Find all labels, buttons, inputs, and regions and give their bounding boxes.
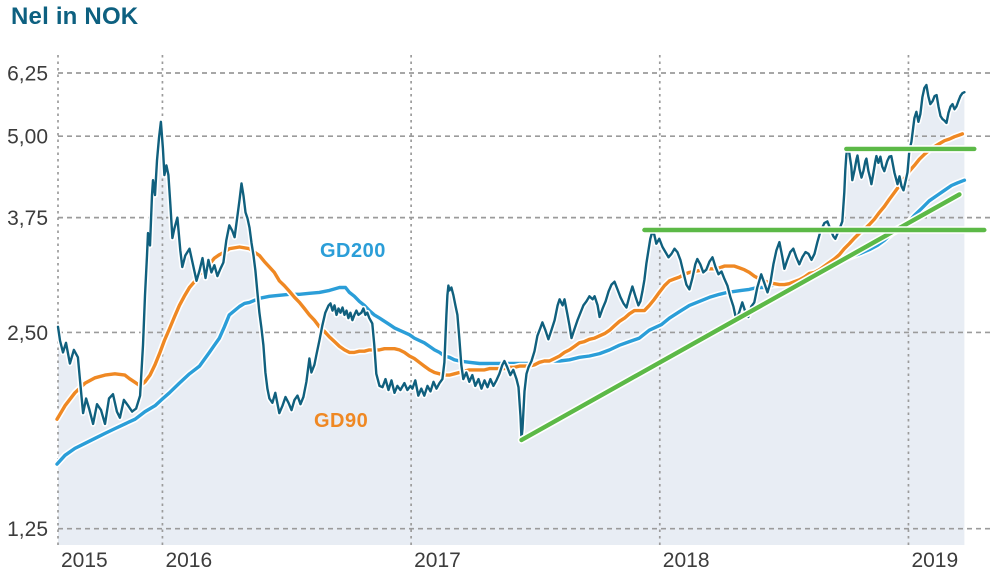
y-tick-label-1,25: 1,25: [7, 518, 48, 541]
chart-title: Nel in NOK: [11, 3, 139, 30]
x-tick-label-2019: 2019: [911, 549, 958, 572]
gd90-series-label: GD90: [314, 410, 369, 432]
y-tick-label-3,75: 3,75: [7, 207, 48, 230]
x-tick-label-2018: 2018: [663, 549, 710, 572]
x-tick-label-2015: 2015: [61, 549, 108, 572]
y-tick-label-2,50: 2,50: [7, 322, 48, 345]
y-tick-label-6,25: 6,25: [7, 62, 48, 85]
y-tick-label-5,00: 5,00: [7, 126, 48, 149]
x-tick-label-2016: 2016: [165, 549, 212, 572]
gd200-series-label: GD200: [320, 240, 386, 262]
support-trendline: [519, 192, 962, 443]
x-tick-label-2017: 2017: [414, 549, 461, 572]
price-area-fill: [58, 85, 965, 545]
